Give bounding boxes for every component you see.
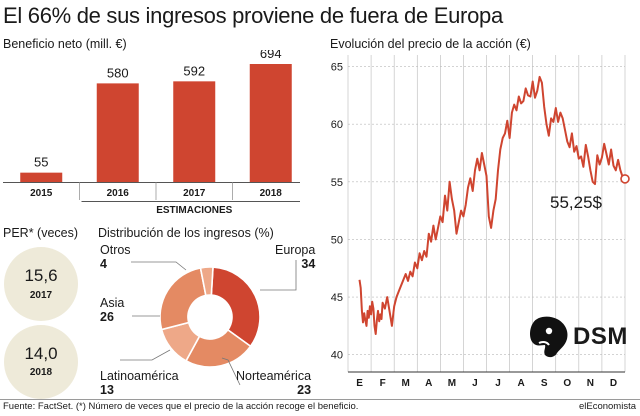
y-tick-label: 40 (331, 350, 343, 362)
donut-leader-line (120, 349, 171, 361)
x-tick-label: N (587, 378, 594, 389)
pie-label-asia-name: Asia (100, 296, 125, 310)
pie-label-otros-name: Otros (100, 243, 131, 257)
per-circle-2018 (4, 325, 78, 399)
bar-chart-title: Beneficio neto (mill. €) (3, 37, 127, 51)
footer-brand: elEconomista (578, 401, 636, 412)
pie-label-europa: Europa 34 (275, 243, 315, 271)
dsm-logo-text: DSM (573, 323, 628, 350)
donut-leader-line (131, 261, 187, 271)
bar-value-label: 580 (107, 65, 129, 80)
pie-label-latinoamerica: Latinoamérica 13 (100, 369, 179, 397)
x-tick-label: D (610, 378, 617, 389)
bar-value-label: 694 (260, 50, 282, 61)
per-value-2017: 15,6 (24, 266, 58, 285)
x-tick-label: O (563, 378, 571, 389)
pie-label-latinoamerica-value: 13 (100, 383, 114, 397)
bar-chart: 55 2015 580 2016 592 2017 694 2018 ESTIMACIONES (3, 50, 300, 216)
x-tick-label: M (448, 378, 456, 389)
pie-label-europa-value: 34 (301, 257, 316, 271)
footer-source: Fuente: FactSet. (*) Número de veces que… (3, 401, 359, 412)
donut-slice-asia (159, 266, 207, 331)
last-price-label: 55,25$ (550, 193, 603, 212)
y-tick-label: 45 (331, 292, 343, 304)
y-tick-label: 65 (331, 62, 343, 74)
line-chart-title: Evolución del precio de la acción (€) (330, 37, 531, 51)
pie-label-norteamerica: Norteamérica 23 (236, 369, 311, 397)
x-tick-label: S (541, 378, 548, 389)
estimaciones-label: ESTIMACIONES (156, 205, 232, 216)
donut-leader-line (260, 260, 297, 291)
bar-category-label: 2015 (30, 188, 53, 199)
footer-divider (0, 399, 640, 400)
y-tick-label: 55 (331, 177, 343, 189)
x-tick-label: A (518, 378, 525, 389)
pie-label-asia-value: 26 (100, 310, 114, 324)
dsm-logo: DSM (527, 315, 627, 360)
pie-label-otros: Otros 4 (100, 243, 131, 271)
price-series-line (358, 75, 626, 335)
donut-leader-line (221, 357, 241, 386)
y-tick-label: 50 (331, 234, 343, 246)
last-price-marker (620, 174, 630, 184)
bar-2018 (249, 64, 292, 182)
pie-label-asia: Asia 26 (100, 296, 124, 324)
bar-2017 (173, 81, 216, 182)
donut-slice-otros (199, 266, 214, 297)
per-year-2017: 2017 (29, 290, 53, 301)
per-circle-2017 (4, 247, 78, 321)
x-tick-label: J (472, 378, 478, 389)
pie-chart-title: Distribución de los ingresos (%) (98, 226, 274, 240)
bar-value-label: 592 (183, 63, 205, 78)
bar-2016 (96, 83, 139, 182)
x-tick-label: J (495, 378, 501, 389)
pie-label-norteamerica-name: Norteamérica (236, 369, 312, 383)
x-tick-label: F (380, 378, 386, 389)
bar-category-label: 2018 (260, 188, 283, 199)
per-year-2018: 2018 (29, 367, 53, 378)
bar-2015 (20, 172, 63, 182)
pie-label-europa-name: Europa (275, 243, 316, 257)
pie-label-norteamerica-value: 23 (297, 383, 312, 397)
donut-chart (120, 260, 297, 386)
x-tick-label: A (425, 378, 432, 389)
y-tick-label: 60 (331, 119, 343, 131)
line-chart: 40 45 50 55 60 65 E F M A M J J A S O N D 55,25$ (331, 55, 630, 389)
x-tick-label: M (402, 378, 410, 389)
pie-label-otros-value: 4 (100, 257, 107, 271)
bar-category-label: 2017 (183, 188, 206, 199)
donut-slice-europa (210, 266, 261, 348)
bar-value-label: 55 (34, 155, 48, 170)
pie-label-latinoamerica-name: Latinoamérica (100, 369, 179, 383)
bar-category-label: 2016 (107, 188, 130, 199)
x-tick-label: E (356, 378, 363, 389)
per-title: PER* (veces) (3, 226, 79, 240)
per-value-2018: 14,0 (24, 344, 58, 363)
dsm-lion-icon (530, 316, 568, 358)
infographic-title: El 66% de sus ingresos proviene de fuera… (3, 3, 503, 28)
